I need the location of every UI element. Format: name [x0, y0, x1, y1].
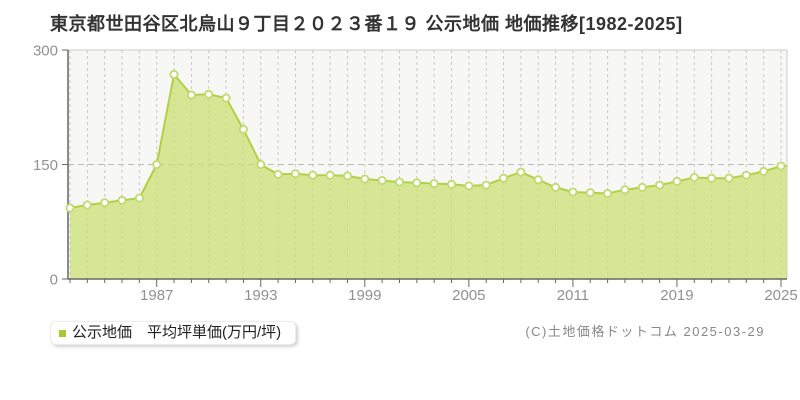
data-point-marker[interactable]: [655, 180, 665, 190]
data-point-marker[interactable]: [290, 169, 300, 179]
price-trend-chart: 1987 1993 1999 2005 2011 2019 2025 0 150 300: [33, 43, 798, 305]
x-tick-label: 1999: [348, 287, 381, 304]
data-point-marker[interactable]: [117, 195, 127, 205]
data-point-marker[interactable]: [724, 173, 734, 183]
x-tick-label: 2025: [764, 287, 797, 304]
series-area-fill: [70, 74, 787, 280]
data-point-marker[interactable]: [464, 181, 474, 191]
data-point-marker[interactable]: [221, 93, 231, 103]
data-point-marker[interactable]: [394, 177, 404, 187]
legend-series-marker-icon: [59, 329, 66, 337]
data-point-marker[interactable]: [342, 171, 352, 181]
data-point-marker[interactable]: [446, 179, 456, 189]
data-point-marker[interactable]: [533, 175, 543, 185]
data-point-marker[interactable]: [65, 203, 75, 213]
data-point-marker[interactable]: [620, 185, 630, 195]
data-point-marker[interactable]: [516, 167, 526, 177]
data-point-marker[interactable]: [134, 193, 144, 203]
data-point-marker[interactable]: [256, 159, 266, 169]
data-point-marker[interactable]: [377, 175, 387, 185]
data-point-marker[interactable]: [481, 180, 491, 190]
legend-label: 公示地価 平均坪単価(万円/坪): [72, 324, 282, 341]
x-tick-label: 2005: [452, 287, 485, 304]
data-point-marker[interactable]: [169, 69, 179, 79]
data-point-marker[interactable]: [776, 161, 786, 171]
y-tick-label: 150: [33, 157, 58, 174]
data-point-marker[interactable]: [100, 198, 110, 208]
x-tick-label: 2011: [557, 287, 589, 304]
data-point-marker[interactable]: [186, 90, 196, 100]
data-point-marker[interactable]: [308, 170, 318, 180]
data-point-marker[interactable]: [637, 182, 647, 192]
data-point-marker[interactable]: [429, 179, 439, 189]
chart-title: 東京都世田谷区北烏山９丁目２０２３番１９ 公示地価 地価推移[1982-2025…: [50, 14, 683, 34]
y-tick-label: 0: [50, 272, 58, 289]
data-point-marker[interactable]: [585, 188, 595, 198]
x-tick-label: 2019: [660, 287, 693, 304]
data-point-marker[interactable]: [238, 124, 248, 134]
data-point-marker[interactable]: [152, 159, 162, 169]
data-point-marker[interactable]: [204, 89, 214, 99]
data-point-marker[interactable]: [551, 182, 561, 192]
x-tick-label: 1993: [244, 287, 277, 304]
data-point-marker[interactable]: [689, 172, 699, 182]
data-point-marker[interactable]: [82, 200, 92, 210]
data-point-marker[interactable]: [603, 188, 613, 198]
data-point-marker[interactable]: [412, 178, 422, 188]
legend: 公示地価 平均坪単価(万円/坪): [50, 321, 297, 345]
data-point-marker[interactable]: [325, 170, 335, 180]
y-tick-label: 300: [33, 43, 58, 60]
data-point-marker[interactable]: [741, 170, 751, 180]
data-point-marker[interactable]: [672, 176, 682, 186]
data-point-marker[interactable]: [498, 173, 508, 183]
x-tick-label: 1987: [140, 287, 173, 304]
data-point-marker[interactable]: [707, 173, 717, 183]
data-point-marker[interactable]: [360, 174, 370, 184]
copyright-text: (C)土地価格ドットコム 2025-03-29: [525, 324, 765, 339]
data-point-marker[interactable]: [273, 169, 283, 179]
data-point-marker[interactable]: [568, 187, 578, 197]
data-point-marker[interactable]: [759, 166, 769, 176]
